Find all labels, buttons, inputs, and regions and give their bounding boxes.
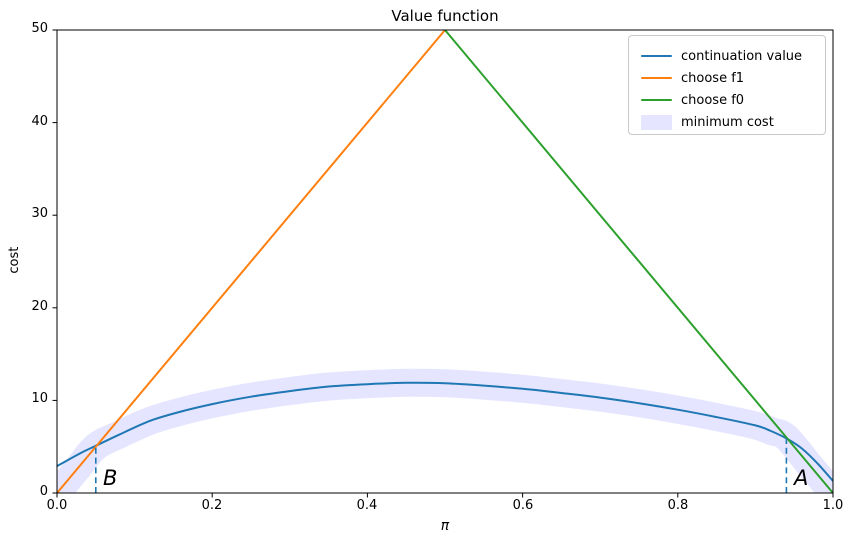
legend: continuation value choose f1 choose f0 m… bbox=[628, 35, 826, 135]
legend-item-continuation-value: continuation value bbox=[641, 45, 825, 67]
series-choose-f0 bbox=[444, 30, 833, 493]
x-tick-label-0.8: 0.8 bbox=[667, 498, 689, 513]
y-tick-label-20: 20 bbox=[31, 299, 48, 314]
y-tick-label-50: 50 bbox=[31, 21, 48, 36]
legend-item-choose-f0: choose f0 bbox=[641, 89, 825, 111]
y-tick-label-30: 30 bbox=[31, 206, 48, 221]
legend-line-swatch-orange bbox=[641, 76, 672, 80]
x-axis-label: π bbox=[440, 518, 450, 534]
y-tick-label-10: 10 bbox=[31, 391, 48, 406]
y-tick-label-0: 0 bbox=[39, 484, 48, 499]
series-minimum-cost bbox=[57, 368, 833, 493]
chart-title: Value function bbox=[391, 7, 499, 25]
legend-line-swatch-green bbox=[641, 98, 672, 102]
legend-item-minimum-cost: minimum cost bbox=[641, 111, 825, 133]
legend-patch-swatch-lavender bbox=[641, 114, 672, 130]
legend-line-swatch-blue bbox=[641, 54, 672, 58]
x-tick-label-1.0: 1.0 bbox=[822, 498, 844, 513]
y-axis-label: cost bbox=[6, 246, 22, 274]
annotation-A: A bbox=[794, 466, 809, 490]
series-continuation-value bbox=[57, 381, 833, 482]
x-tick-label-0.6: 0.6 bbox=[512, 498, 534, 513]
x-tick-label-0.2: 0.2 bbox=[201, 498, 223, 513]
legend-label: continuation value bbox=[681, 48, 803, 64]
legend-label: choose f1 bbox=[681, 70, 745, 86]
y-tick-label-40: 40 bbox=[31, 114, 48, 129]
x-tick-label-0.0: 0.0 bbox=[46, 498, 68, 513]
series-choose-f1 bbox=[57, 30, 446, 493]
axes-frame bbox=[56, 29, 834, 494]
legend-label: choose f0 bbox=[681, 92, 745, 108]
legend-label: minimum cost bbox=[681, 114, 774, 130]
annotation-B: B bbox=[103, 466, 118, 490]
x-tick-label-0.4: 0.4 bbox=[356, 498, 378, 513]
legend-item-choose-f1: choose f1 bbox=[641, 67, 825, 89]
